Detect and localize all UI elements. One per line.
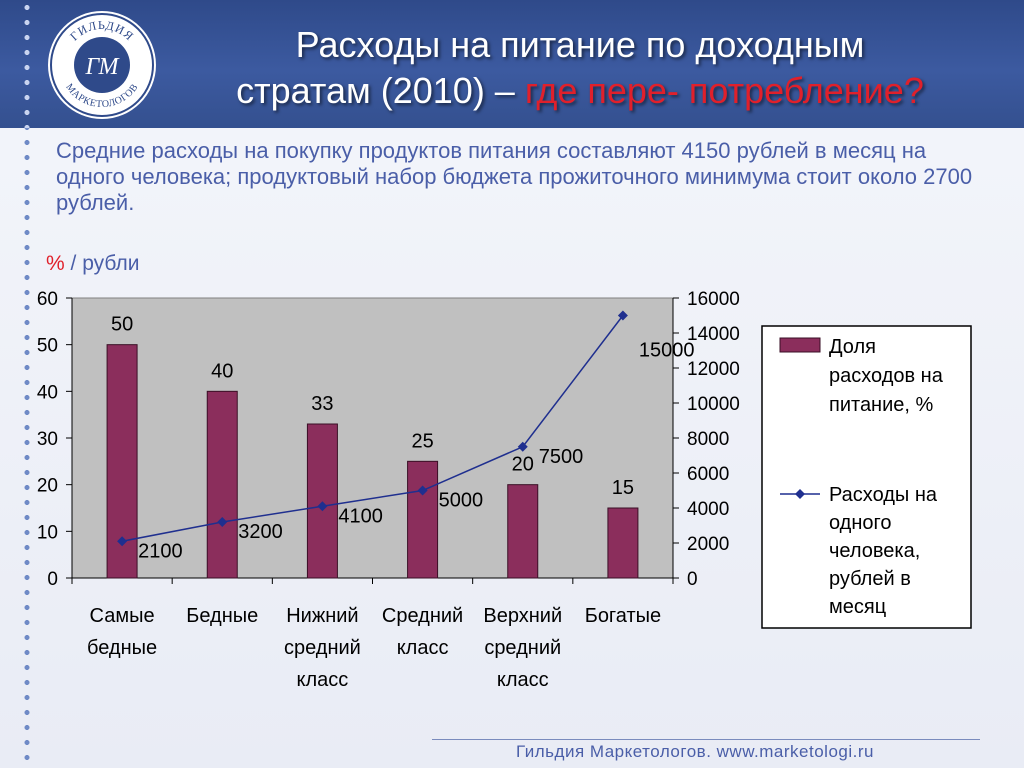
decorative-dots-header: [21, 0, 33, 128]
y-left-tick-label: 30: [37, 429, 58, 450]
legend-bar-swatch: [779, 337, 821, 353]
y-right-tick-label: 10000: [687, 394, 740, 415]
line-marker: [317, 501, 328, 512]
bar-value-label: 15: [612, 477, 634, 499]
bar: [306, 423, 338, 579]
title-line-1: Расходы на питание по доходным: [295, 24, 865, 65]
footer-divider: [432, 739, 980, 740]
x-category-label: класс: [297, 669, 349, 691]
header-band: [0, 0, 1024, 128]
line-marker: [217, 517, 228, 527]
y-left-tick-label: 20: [37, 476, 58, 497]
bar-value-label: 33: [311, 393, 333, 415]
y-left-tick-label: 60: [37, 289, 58, 310]
x-category-label: Средний: [382, 605, 463, 627]
y-right-tick-label: 8000: [687, 429, 729, 450]
y-left-tick-label: 0: [47, 569, 58, 590]
legend-line-marker: [795, 489, 805, 499]
bar-value-label: 25: [411, 430, 433, 452]
legend-line-label: рублей в: [829, 568, 911, 590]
page-title: Расходы на питание по доходным стратам (…: [170, 22, 990, 114]
line-marker: [117, 536, 128, 547]
series-line: [121, 315, 624, 542]
bar: [206, 390, 238, 579]
y-right-tick-label: 12000: [687, 359, 740, 380]
x-category-label: Бедные: [186, 605, 258, 627]
legend-bar-label: Доля: [829, 336, 876, 358]
x-category-label: класс: [497, 669, 549, 691]
intro-text: Средние расходы на покупку продуктов пит…: [56, 138, 973, 215]
decorative-dots: [21, 0, 33, 768]
y-right-tick-label: 0: [687, 569, 698, 590]
x-category-label: Богатые: [585, 605, 661, 627]
y-right-tick-label: 14000: [687, 324, 740, 345]
legend-line-label: месяц: [829, 596, 886, 618]
bar: [407, 460, 439, 579]
footer-text: Гильдия Маркетологов. www.marketologi.ru: [516, 742, 874, 761]
y-left-tick-label: 40: [37, 382, 58, 403]
y-right-tick-label: 6000: [687, 464, 729, 485]
line-value-label: 5000: [439, 490, 484, 512]
x-category-label: Самые: [90, 605, 155, 627]
x-category-label: класс: [397, 637, 449, 659]
y-right-tick-label: 4000: [687, 499, 729, 520]
legend-line-label: одного: [829, 512, 892, 534]
line-marker: [517, 441, 528, 452]
bar: [507, 484, 539, 579]
line-marker: [417, 485, 428, 496]
legend-box: [761, 325, 972, 629]
bar-value-label: 20: [512, 454, 534, 476]
title-line-2-accent: где пере- потребление?: [524, 70, 924, 111]
axis-units-note: % / рубли: [46, 252, 139, 276]
line-value-label: 3200: [238, 521, 283, 543]
y-right-tick-label: 16000: [687, 289, 740, 310]
line-value-label: 4100: [338, 505, 383, 527]
y-left-tick-label: 50: [37, 336, 58, 357]
bar-value-label: 40: [211, 360, 233, 382]
legend-bar-label: расходов на: [829, 365, 944, 387]
title-line-2-main: стратам (2010) –: [236, 70, 525, 111]
axis-units-pct: %: [46, 252, 65, 275]
x-category-label: Верхний: [483, 605, 562, 627]
x-category-label: средний: [284, 637, 361, 659]
logo-monogram: ГМ: [84, 54, 120, 80]
title-line-2: стратам (2010) – где пере- потребление?: [170, 68, 990, 114]
line-marker: [617, 310, 628, 321]
plot-area: [71, 297, 674, 579]
guild-logo: ГИЛЬДИЯ МАРКЕТОЛОГОВ ГМ: [48, 11, 156, 119]
legend-bar-label: питание, %: [829, 394, 934, 416]
line-value-label: 7500: [539, 446, 584, 468]
legend-line-label: Расходы на: [829, 484, 938, 506]
legend-line-label: человека,: [829, 540, 920, 562]
x-category-label: бедные: [87, 637, 157, 659]
axis-units-rest: / рубли: [64, 252, 140, 275]
line-value-label: 2100: [138, 540, 183, 562]
y-right-tick-label: 2000: [687, 534, 729, 555]
y-left-tick-label: 10: [37, 522, 58, 543]
x-category-label: Нижний: [286, 605, 358, 627]
x-category-label: средний: [484, 637, 561, 659]
bar-value-label: 50: [111, 314, 133, 336]
line-value-label: 15000: [639, 340, 695, 362]
bar: [607, 507, 639, 579]
